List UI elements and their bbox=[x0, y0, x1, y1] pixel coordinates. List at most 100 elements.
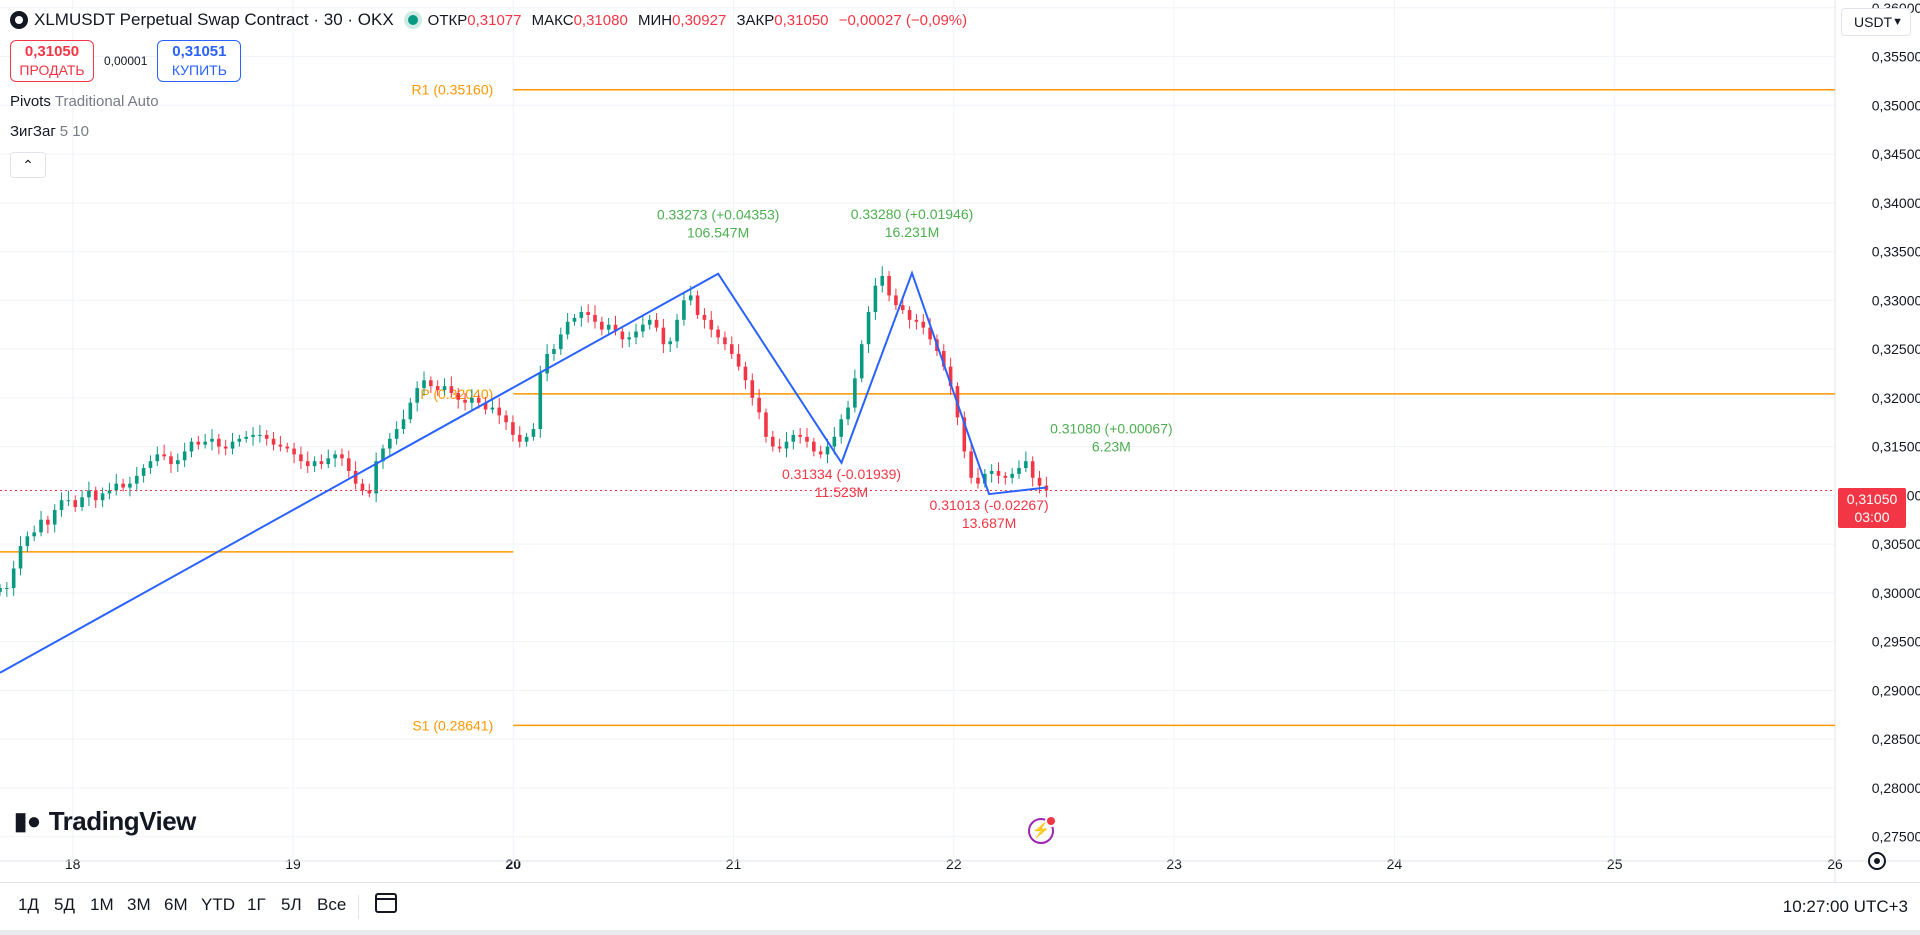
candle-body bbox=[613, 324, 618, 332]
candle-body bbox=[162, 454, 166, 457]
range-all[interactable]: Все bbox=[317, 895, 347, 914]
high-label: МАКС bbox=[531, 11, 574, 29]
candle-body bbox=[983, 473, 987, 484]
y-tick-label: 0,33500 bbox=[1872, 244, 1920, 260]
low-label: МИН bbox=[637, 11, 673, 29]
candle-body bbox=[818, 451, 823, 455]
candle-body bbox=[996, 470, 1001, 476]
y-tick-label: 0,31500 bbox=[1872, 439, 1920, 455]
candle-body bbox=[524, 436, 529, 442]
indicator-pivots[interactable]: Pivots Traditional Auto bbox=[10, 93, 159, 110]
x-tick-label: 23 bbox=[1166, 856, 1182, 872]
candle-body bbox=[292, 448, 296, 455]
range-6m[interactable]: 6М bbox=[164, 895, 188, 914]
candle-body bbox=[695, 295, 700, 315]
collapse-legend-button[interactable]: ⌃ bbox=[10, 152, 46, 178]
range-1y[interactable]: 1Г bbox=[247, 895, 266, 914]
zigzag-volume: 11.523M bbox=[815, 484, 868, 500]
calendar-icon[interactable] bbox=[375, 893, 397, 913]
chevron-down-icon: ▼ bbox=[1892, 16, 1904, 28]
candle-body bbox=[394, 429, 399, 439]
symbol-title[interactable]: XLMUSDT Perpetual Swap Contract · 30 · O… bbox=[34, 10, 394, 29]
last-price: 0,31050 bbox=[1846, 491, 1898, 507]
indicator-zigzag[interactable]: ЗигЗаг 5 10 bbox=[10, 123, 89, 140]
candle-body bbox=[798, 434, 802, 437]
flash-icon[interactable]: ⚡ bbox=[1028, 815, 1057, 844]
y-tick-label: 0,30000 bbox=[1872, 585, 1920, 601]
buy-button[interactable]: 0,31051 КУПИТЬ bbox=[157, 40, 242, 82]
candle-body bbox=[620, 331, 625, 340]
open-label: ОТКР bbox=[427, 11, 468, 29]
candle-body bbox=[25, 536, 30, 547]
y-tick-label: 0,34000 bbox=[1872, 195, 1920, 211]
candle-body bbox=[470, 397, 474, 403]
candle-body bbox=[504, 415, 508, 423]
close-value: 0,31050 bbox=[774, 11, 829, 29]
candle-body bbox=[401, 419, 406, 430]
candle-body bbox=[900, 305, 905, 311]
zigzag-label: 0.31334 (-0.01939) bbox=[782, 466, 901, 482]
range-5y[interactable]: 5Л bbox=[281, 895, 302, 914]
candle-body bbox=[647, 319, 652, 325]
range-1m[interactable]: 1М bbox=[90, 895, 114, 914]
candle-body bbox=[449, 386, 454, 393]
candle-body bbox=[661, 327, 666, 345]
candle-body bbox=[456, 392, 461, 400]
candle-body bbox=[750, 380, 755, 398]
candle-body bbox=[716, 329, 720, 338]
zigzag-label: 0.31013 (-0.02267) bbox=[930, 497, 1049, 513]
x-tick-label: 24 bbox=[1387, 856, 1403, 872]
candle-body bbox=[476, 397, 481, 403]
sell-button[interactable]: 0,31050 ПРОДАТЬ bbox=[10, 40, 94, 82]
range-5d[interactable]: 5Д bbox=[54, 895, 75, 914]
candle-body bbox=[189, 441, 194, 452]
price-chart[interactable]: 1819202122232425260,360000,355000,350000… bbox=[0, 0, 1920, 882]
range-1d[interactable]: 1Д bbox=[18, 895, 39, 914]
tradingview-logo-icon: ▮● bbox=[14, 808, 41, 835]
zigzag-label: 0.31080 (+0.00067) bbox=[1050, 421, 1173, 437]
candle-body bbox=[333, 454, 337, 459]
candle-body bbox=[859, 344, 864, 379]
candle-body bbox=[976, 477, 980, 484]
open-value: 0,31077 bbox=[467, 11, 522, 29]
y-tick-label: 0,29500 bbox=[1872, 634, 1920, 650]
range-ytd[interactable]: YTD bbox=[201, 895, 235, 914]
pivot-label: S1 (0.28641) bbox=[412, 717, 493, 733]
tradingview-logo[interactable]: ▮● TradingView bbox=[14, 806, 196, 837]
candle-body bbox=[832, 436, 837, 447]
candle-body bbox=[634, 331, 638, 338]
y-tick-label: 0,32000 bbox=[1872, 390, 1920, 406]
candle-body bbox=[326, 458, 331, 465]
candle-body bbox=[46, 519, 50, 525]
candle-body bbox=[866, 312, 871, 345]
candle-body bbox=[1030, 461, 1035, 478]
y-tick-label: 0,28000 bbox=[1872, 780, 1920, 796]
candle-body bbox=[641, 324, 645, 332]
candle-body bbox=[812, 441, 816, 452]
gear-icon[interactable] bbox=[1868, 852, 1886, 870]
candle-body bbox=[93, 490, 98, 501]
candle-body bbox=[791, 434, 796, 442]
candle-body bbox=[914, 319, 919, 322]
candle-body bbox=[340, 454, 344, 459]
spread-value: 0,00001 bbox=[104, 54, 148, 68]
bottom-strip bbox=[0, 930, 1920, 935]
clock[interactable]: 10:27:00 UTC+3 bbox=[1782, 897, 1908, 916]
candle-body bbox=[442, 386, 447, 391]
y-tick-label: 0,35500 bbox=[1872, 49, 1920, 65]
candle-body bbox=[606, 324, 611, 330]
candle-body bbox=[217, 438, 221, 447]
candle-body bbox=[353, 470, 358, 484]
indicator-name: Pivots bbox=[10, 93, 51, 110]
close-label: ЗАКР bbox=[736, 11, 775, 29]
chevron-up-icon: ⌃ bbox=[22, 156, 34, 173]
zigzag-label: 0.33280 (+0.01946) bbox=[851, 206, 974, 222]
candle-body bbox=[654, 319, 659, 328]
candle-body bbox=[921, 321, 926, 328]
candle-body bbox=[388, 438, 392, 449]
candle-body bbox=[497, 407, 502, 416]
bar-countdown: 03:00 bbox=[1854, 509, 1890, 525]
candle-body bbox=[148, 461, 153, 469]
currency-select[interactable]: USDT ▼ bbox=[1841, 8, 1911, 36]
range-3m[interactable]: 3М bbox=[127, 895, 151, 914]
